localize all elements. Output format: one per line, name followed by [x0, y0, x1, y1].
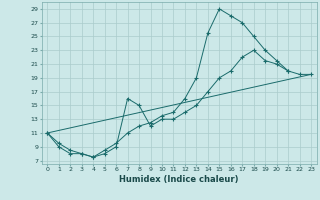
X-axis label: Humidex (Indice chaleur): Humidex (Indice chaleur) — [119, 175, 239, 184]
